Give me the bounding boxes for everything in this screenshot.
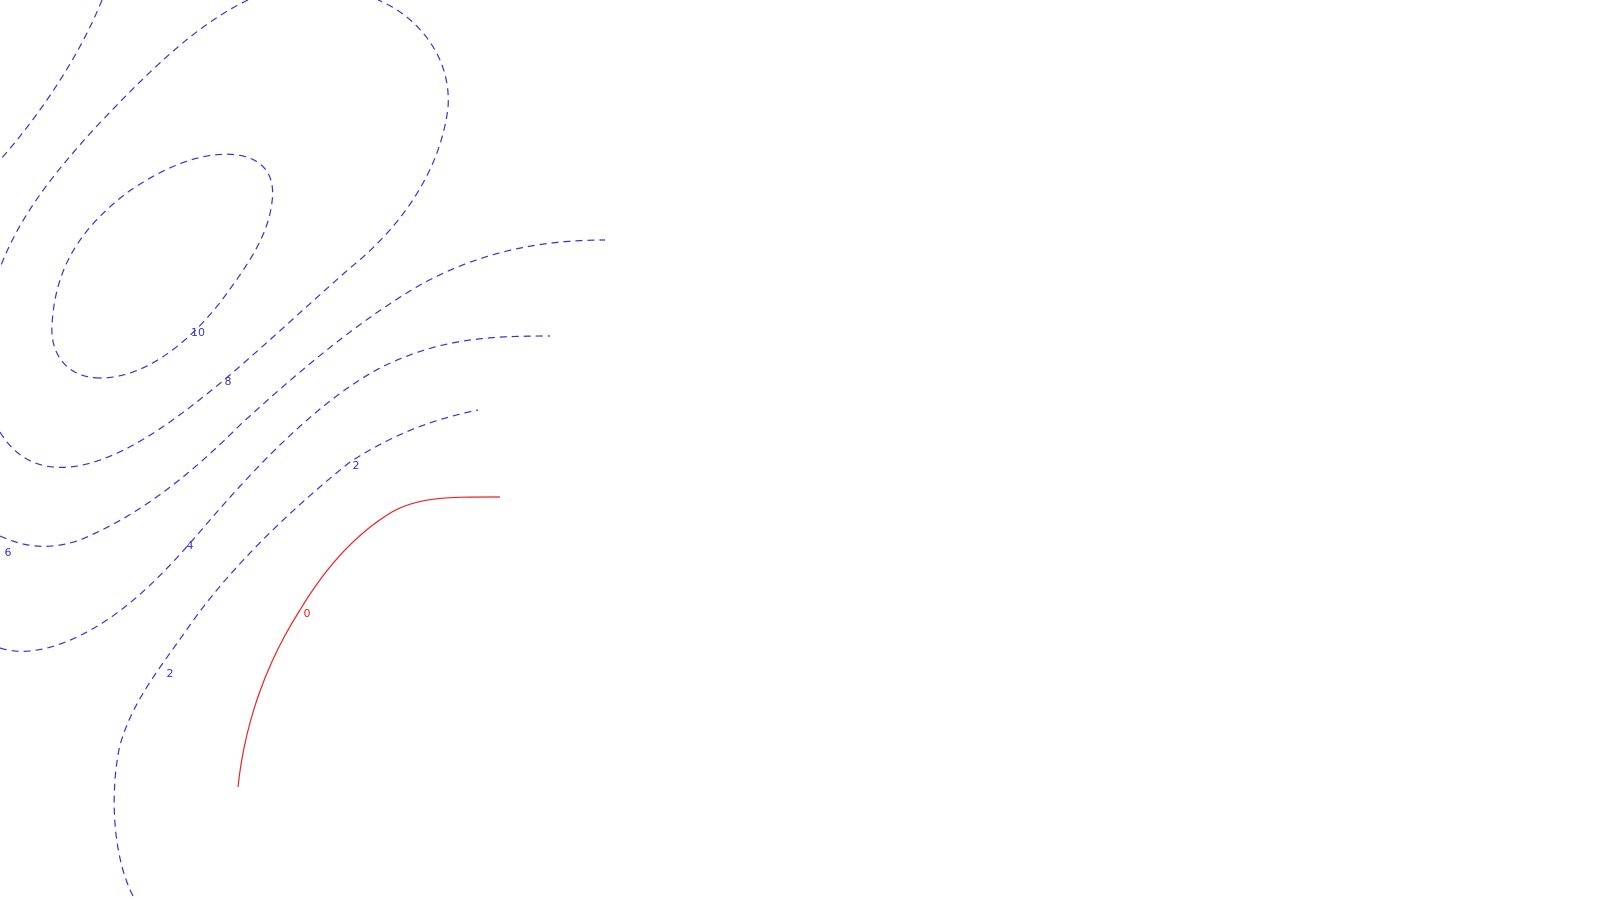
contour-line-4 [0, 335, 551, 652]
contour-label-2-lower: 2 [167, 667, 174, 680]
contour-line-10 [51, 153, 274, 379]
contour-line-6-upper [0, 0, 103, 161]
contour-line-8 [0, 0, 449, 468]
contour-label-4: 4 [187, 539, 194, 552]
contour-line-6 [0, 239, 606, 547]
contour-line-0 [237, 496, 501, 788]
contour-label-6: 6 [5, 546, 12, 559]
contour-line-2 [113, 409, 479, 897]
contour-label-0: 0 [304, 607, 311, 620]
contour-label-2-upper: 2 [353, 459, 360, 472]
contour-label-10: 10 [191, 326, 205, 339]
contour-label-8: 8 [225, 375, 232, 388]
